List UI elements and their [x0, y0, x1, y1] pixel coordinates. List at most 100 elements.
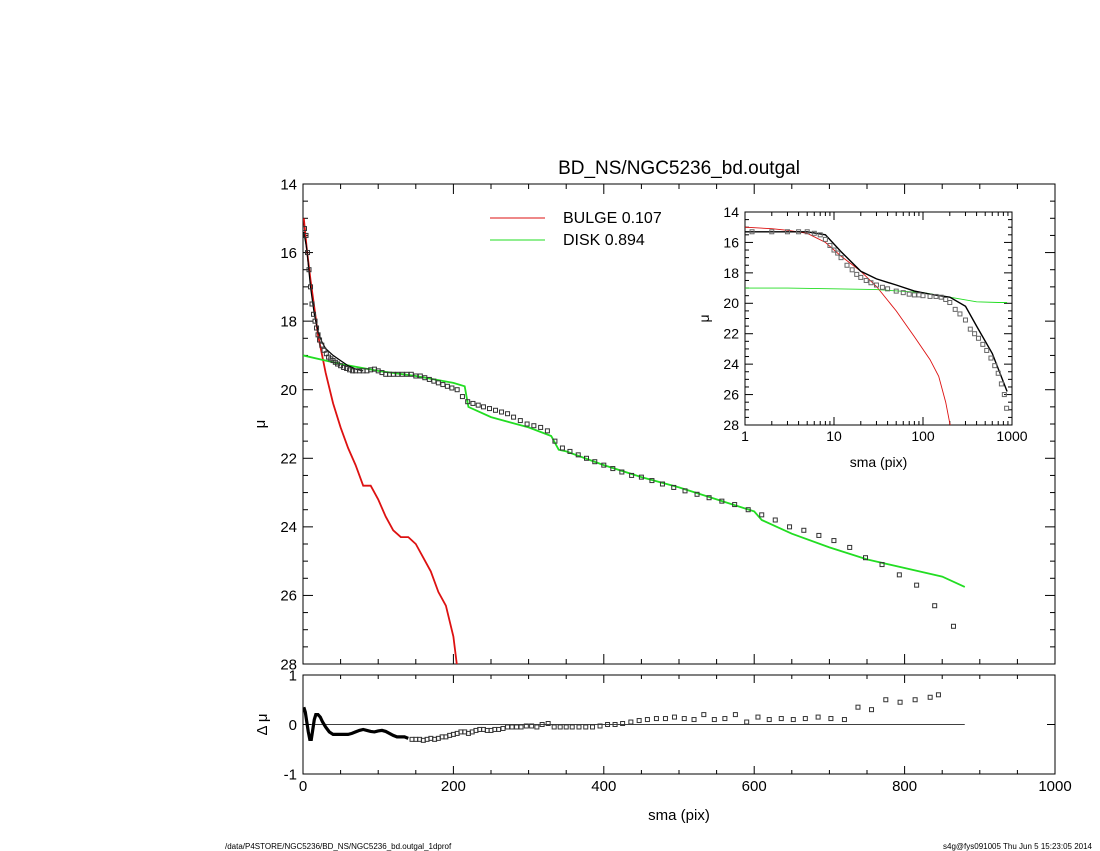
data-marker: [314, 325, 320, 331]
y-tick-label: 22: [280, 451, 297, 468]
data-marker: [927, 293, 933, 299]
y-tick-label: 1: [289, 667, 297, 684]
data-marker: [831, 538, 837, 544]
data-marker: [514, 724, 520, 730]
series-group: [303, 692, 941, 743]
data-marker: [722, 716, 728, 722]
x-tick-label: 1: [741, 428, 749, 444]
data-marker: [569, 724, 575, 730]
data-marker: [831, 247, 837, 253]
series-line: [745, 287, 1008, 303]
y-tick-label: 16: [723, 234, 739, 250]
data-marker: [817, 232, 823, 238]
inset-log-panel: 14 16 18 20 22 24 26 281 10 100 1000 μ sma (pix): [696, 204, 1028, 470]
data-marker: [879, 284, 885, 290]
data-marker: [691, 717, 697, 723]
data-marker: [413, 373, 419, 379]
data-marker: [529, 723, 535, 729]
data-marker: [486, 406, 492, 412]
data-marker: [538, 424, 544, 430]
data-marker: [344, 365, 350, 371]
y-axis-label: μ: [696, 314, 712, 322]
data-marker: [883, 697, 889, 703]
data-marker: [711, 717, 717, 723]
data-marker: [305, 250, 311, 256]
data-marker: [719, 498, 725, 504]
data-marker: [422, 375, 428, 381]
data-marker: [952, 306, 958, 312]
data-marker: [827, 242, 833, 248]
data-marker: [315, 332, 321, 338]
y-tick-label: 24: [280, 519, 297, 536]
series-line: [303, 218, 458, 664]
data-marker: [306, 267, 312, 273]
data-marker: [863, 277, 869, 283]
data-marker: [1004, 405, 1010, 411]
data-marker: [505, 724, 511, 730]
data-marker: [822, 236, 828, 242]
data-marker: [927, 694, 933, 700]
data-marker: [638, 474, 644, 480]
y-tick-label: 28: [280, 656, 297, 673]
data-marker: [759, 512, 765, 518]
data-marker: [855, 704, 861, 710]
data-marker: [644, 717, 650, 723]
data-marker: [682, 488, 688, 494]
x-tick-label: 400: [591, 778, 616, 795]
data-marker: [744, 719, 750, 725]
y-tick-label: 14: [280, 176, 297, 193]
data-marker: [811, 230, 817, 236]
data-marker: [943, 296, 949, 302]
data-marker: [500, 725, 506, 731]
data-marker: [671, 484, 677, 490]
data-marker: [967, 326, 973, 332]
plot-frame: [302, 183, 1056, 665]
y-tick-label: 28: [723, 417, 739, 433]
series-group: [745, 226, 1010, 425]
data-marker: [749, 229, 755, 235]
data-marker: [828, 716, 834, 722]
series-line: [745, 231, 1008, 392]
y-tick-label: 0: [289, 717, 297, 734]
series-line: [745, 226, 951, 425]
data-marker: [745, 507, 751, 513]
data-marker: [496, 726, 502, 732]
x-tick-label: 600: [742, 778, 767, 795]
data-marker: [932, 603, 938, 609]
data-marker: [906, 291, 912, 297]
data-marker: [804, 229, 810, 235]
data-marker: [308, 284, 314, 290]
data-marker: [408, 371, 414, 377]
data-marker: [701, 712, 707, 718]
data-marker: [962, 317, 968, 323]
y-tick-label: 20: [280, 382, 297, 399]
data-marker: [879, 562, 885, 568]
data-marker: [511, 414, 517, 420]
data-marker: [984, 347, 990, 353]
data-marker: [584, 455, 590, 461]
data-marker: [610, 466, 616, 472]
data-marker: [475, 402, 481, 408]
data-marker: [544, 428, 550, 434]
data-marker: [628, 719, 634, 725]
data-marker: [787, 524, 793, 530]
data-marker: [778, 716, 784, 722]
data-marker: [311, 311, 317, 317]
y-tick-label: 20: [723, 295, 739, 311]
data-marker: [766, 717, 772, 723]
data-marker: [583, 724, 589, 730]
data-marker: [347, 367, 353, 373]
data-marker: [312, 318, 318, 324]
data-marker: [601, 462, 607, 468]
y-tick-label: 26: [280, 588, 297, 605]
series-line: [303, 354, 966, 588]
data-marker: [920, 293, 926, 299]
x-tick-label: 10: [826, 428, 842, 444]
main-profile-panel: 14 16 18 20 22 24 26 28 μ BD_NS/NGC5236_bd.outgal…: [252, 158, 1056, 673]
x-axis-label: sma (pix): [850, 454, 908, 470]
data-marker: [309, 301, 315, 307]
legend-label: DISK 0.894: [563, 232, 645, 249]
footer-stamp: s4g@fys091005 Thu Jun 5 15:23:05 2014: [943, 842, 1092, 851]
data-marker: [900, 290, 906, 296]
data-marker: [449, 385, 455, 391]
